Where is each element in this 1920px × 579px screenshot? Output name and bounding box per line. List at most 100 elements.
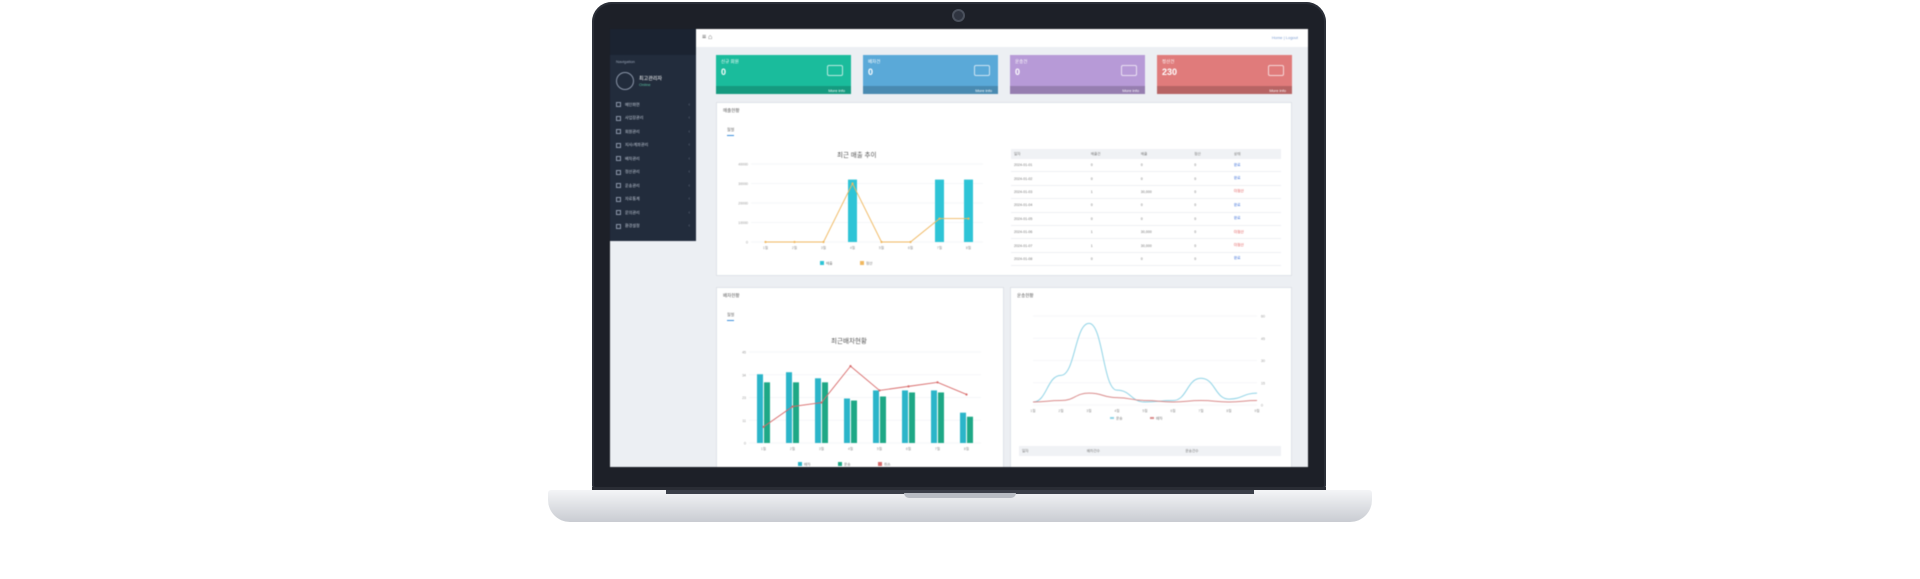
more-info-link[interactable]: More info [975,88,992,93]
tab-monthly[interactable]: 월별 [727,127,735,136]
sidebar-item[interactable]: 운송관리 ‹ [610,179,696,193]
data-point [764,240,767,244]
bar [964,179,973,242]
tile-value: 230 [1162,67,1178,77]
table-cell: 완료 [1230,212,1281,226]
dispatch-panel: 배차현황 월별 최근배차현황 0 11 23 34 45 1월 2월 3월 4월 5월 6월 7월 8월… [716,287,1004,467]
sidebar-item[interactable]: 자료통계 ‹ [610,193,696,207]
sidebar-label: Navigation [616,59,635,64]
bar [909,392,915,443]
top-bar: ≡ ⌂ Home | Logout [696,29,1308,47]
chevron-left-icon: ‹ [688,128,690,135]
table-cell: 미정산 [1230,238,1281,253]
sidebar-item[interactable]: 회원관리 ‹ [610,125,696,139]
laptop-keyboard-edge [666,490,1254,494]
bar [815,378,821,443]
tile-footer: More info [716,86,851,94]
column-header: 정산 [1191,149,1231,159]
x-tick-label: 8월 [966,245,971,250]
chevron-left-icon: ‹ [688,182,690,189]
menu-item-icon [616,169,621,175]
x-tick-label: 4월 [850,245,855,250]
user-avatar-icon [616,72,634,90]
bar [851,400,857,443]
table-row: 2024-01-04 0 0 0 완료 [1011,198,1281,213]
table-row: 2024-01-01 0 0 0 완료 [1011,159,1281,173]
data-point [762,425,765,428]
sidebar-item[interactable]: 문의관리 ‹ [610,206,696,220]
tile-title: 운송건 [1015,59,1028,64]
more-info-link[interactable]: More info [1269,88,1286,93]
stat-tile-dispatch[interactable]: 배차건 0 More info [863,55,998,94]
hamburger-icon[interactable]: ≡ ⌂ [702,34,713,41]
table-cell: 2024-01-08 [1011,252,1088,267]
monitor-icon [974,65,990,76]
table-cell: 완료 [1230,252,1281,267]
tile-value: 0 [868,67,874,77]
x-tick-label: 1월 [763,245,768,250]
more-info-link[interactable]: More info [828,88,845,93]
x-tick-label: 3월 [1086,408,1091,413]
sidebar-item[interactable]: 배차관리 ‹ [610,152,696,166]
menu-item-icon [616,223,621,229]
sidebar-item[interactable]: 메인화면 ‹ [610,98,696,112]
table-cell: 30,000 [1137,185,1192,200]
sidebar-item-label: 정산관리 [625,169,640,175]
stat-tile-settlement[interactable]: 정산건 230 More info [1157,55,1292,94]
data-point [820,401,823,404]
sales-panel: 매출현황 월별 최근 매출 추이 0 10000 20000 30000 40000 1월… [716,102,1292,276]
y-tick-label: 34 [742,373,746,377]
sidebar-item[interactable]: 사업장관리 ‹ [610,112,696,126]
series-line [1032,322,1258,403]
user-panel[interactable]: 최고관리자 Online [610,68,696,94]
legend-label: 취소 [884,461,891,466]
laptop-notch [904,493,1016,498]
data-point [851,182,854,185]
bar [902,390,908,443]
series-line [763,365,967,428]
table-cell: 0 [1137,198,1192,213]
sidebar-item[interactable]: 환경설정 ‹ [610,220,696,234]
table-cell: 완료 [1230,159,1281,173]
panel-title: 배차현황 [723,293,740,298]
chart-title: 최근배차현황 [831,338,867,345]
tile-title: 배차건 [868,59,881,64]
stat-tile-new-members[interactable]: 신규 회원 0 More info [716,55,851,94]
table-cell: 30,000 [1137,238,1192,253]
chevron-left-icon: ‹ [688,209,690,216]
x-tick-label: 1월 [1030,408,1035,413]
table-row: 2024-01-08 0 0 0 완료 [1011,252,1281,267]
tab-monthly[interactable]: 월별 [727,312,735,321]
data-point [909,240,912,244]
table-header-row: 일자 매출건 매출 정산 상태 [1011,149,1281,159]
camera-icon [952,9,965,22]
more-info-link[interactable]: More info [1122,88,1139,93]
data-point [907,385,910,388]
column-header: 일자 [1019,446,1084,456]
table-cell: 30,000 [1137,225,1192,240]
laptop-screen: Navigation 최고관리자 Online 메인화면 ‹ 사업장관리 ‹ 회원관… [610,29,1308,467]
table-row: 2024-01-06 1 30,000 0 미정산 [1011,225,1281,240]
sidebar: Navigation 최고관리자 Online 메인화면 ‹ 사업장관리 ‹ 회원관… [610,29,696,241]
table-row: 2024-01-07 1 30,000 0 미정산 [1011,238,1281,253]
data-point [791,405,794,408]
table-cell: 0 [1137,171,1192,186]
monitor-icon [1121,65,1137,76]
monitor-icon [827,65,843,76]
tile-footer: More info [1157,86,1292,94]
data-point [938,217,941,220]
top-right-links[interactable]: Home | Logout [1271,35,1298,40]
table-cell: 2024-01-06 [1011,225,1088,240]
sidebar-item[interactable]: 정산관리 ‹ [610,166,696,180]
sidebar-item[interactable]: 지사/계좌관리 ‹ [610,139,696,153]
chevron-left-icon: ‹ [688,155,690,162]
table-cell: 완료 [1230,171,1281,186]
stat-tile-transport[interactable]: 운송건 0 More info [1010,55,1145,94]
transport-table: 일자 배차건수 운송건수 [1019,446,1281,456]
table-cell: 1 [1087,185,1138,200]
sidebar-item-label: 회원관리 [625,128,640,134]
x-tick-label: 9월 [1254,408,1259,413]
x-tick-label: 1월 [761,446,766,451]
